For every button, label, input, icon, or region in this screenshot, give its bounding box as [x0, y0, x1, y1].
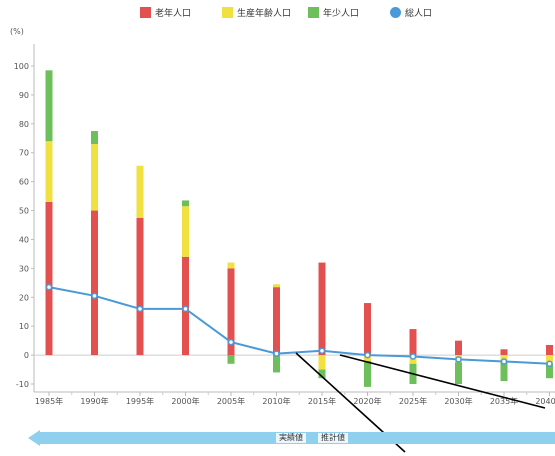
bar-segment	[500, 349, 508, 356]
bar-segment	[546, 363, 553, 379]
chart-axes: (%) -10 0 10 20 30 40 50 60 70 80 90 100 1985年 1990年 19…	[10, 27, 555, 406]
forecast-values-label: 推計値	[318, 433, 348, 443]
y-tick-label: 70	[19, 149, 29, 158]
bar-segment	[455, 362, 462, 384]
y-tick-label: 10	[19, 322, 29, 331]
y-tick-label: 50	[19, 207, 29, 216]
bar-segment	[227, 262, 235, 269]
y-tick-label: 40	[19, 235, 29, 244]
total-population-point	[182, 305, 189, 313]
y-tick-label: 90	[19, 91, 29, 100]
bar-segment	[500, 355, 508, 361]
total-population-point	[546, 360, 553, 368]
x-tick-label: 2015年	[308, 396, 336, 406]
bar-segment	[500, 360, 508, 382]
x-tick-label: 1985年	[35, 396, 63, 406]
y-axis-label: (%)	[10, 27, 24, 36]
bar-segment	[318, 369, 326, 379]
bar-segment	[136, 165, 144, 218]
total-population-point	[136, 305, 144, 313]
bar-segment	[136, 217, 144, 356]
legend-swatch-elderly	[140, 7, 151, 18]
total-population-line	[48, 286, 550, 365]
bar-segment	[227, 355, 235, 364]
bar-segment	[273, 355, 280, 373]
total-population-point	[91, 292, 98, 300]
x-tick-label: 2035年	[490, 396, 518, 406]
legend-swatch-total	[390, 7, 401, 18]
bar-segment	[364, 303, 371, 356]
y-tick-label: 60	[19, 178, 29, 187]
legend-swatch-working-age	[222, 7, 233, 18]
total-population-point	[45, 283, 53, 291]
timeline-arrow-icon	[28, 430, 40, 446]
y-tick-label: 80	[19, 120, 29, 129]
x-tick-label: 2030年	[444, 396, 472, 406]
y-tick-label: 0	[24, 351, 29, 360]
bar-segment	[45, 141, 53, 202]
bar-segment	[364, 360, 371, 387]
x-tick-label: 2000年	[171, 396, 199, 406]
bar-segment	[546, 355, 553, 364]
bar-segment	[455, 340, 462, 356]
bar-segment	[273, 284, 280, 288]
bar-segment	[182, 200, 189, 207]
y-tick-label: 20	[19, 293, 29, 302]
x-tick-label: 2005年	[217, 396, 245, 406]
bar-segment	[91, 131, 98, 145]
timeline-bar: 実績値 推計値	[28, 430, 555, 446]
bar-segment	[45, 70, 53, 142]
x-tick-label: 2025年	[399, 396, 427, 406]
total-population-point	[227, 338, 235, 346]
chart-bars	[45, 70, 553, 387]
total-population-point	[500, 358, 508, 365]
x-tick-label: 2010年	[262, 396, 290, 406]
y-tick-label: 100	[14, 62, 29, 71]
actual-values-label: 実績値	[276, 433, 306, 443]
total-population-point	[364, 351, 371, 359]
legend-label: 老年人口	[155, 9, 192, 19]
legend-item-total: 総人口	[390, 6, 432, 19]
bar-segment	[318, 355, 326, 370]
bar-segment	[318, 262, 326, 356]
legend-item-youth: 年少人口	[308, 6, 359, 19]
legend-label: 総人口	[405, 9, 433, 19]
bar-segment	[45, 201, 53, 356]
bar-segment	[273, 287, 280, 356]
legend-swatch-youth	[308, 7, 319, 18]
chart-legend: 老年人口 生産年齢人口 年少人口 総人口	[0, 6, 555, 22]
bar-segment	[409, 329, 417, 356]
x-tick-label: 2040年	[535, 396, 555, 406]
total-population-point	[455, 356, 462, 363]
legend-label: 生産年齢人口	[237, 9, 292, 19]
bar-segment	[227, 268, 235, 356]
total-population-point	[318, 347, 326, 355]
x-tick-label: 1990年	[80, 396, 108, 406]
total-population-point	[409, 353, 417, 360]
legend-item-working-age: 生産年齢人口	[222, 6, 291, 19]
bar-segment	[182, 206, 189, 257]
x-tick-label: 1995年	[126, 396, 154, 406]
y-tick-label: 30	[19, 264, 29, 273]
y-tick-label: -10	[16, 380, 29, 389]
bar-segment	[91, 210, 98, 356]
total-population-point	[273, 350, 280, 357]
legend-item-elderly: 老年人口	[140, 6, 191, 19]
x-tick-label: 2020年	[353, 396, 381, 406]
bar-segment	[546, 344, 553, 356]
chart-line	[45, 283, 553, 368]
legend-label: 年少人口	[323, 9, 360, 19]
pointer-line	[339, 354, 546, 409]
bar-segment	[91, 144, 98, 211]
